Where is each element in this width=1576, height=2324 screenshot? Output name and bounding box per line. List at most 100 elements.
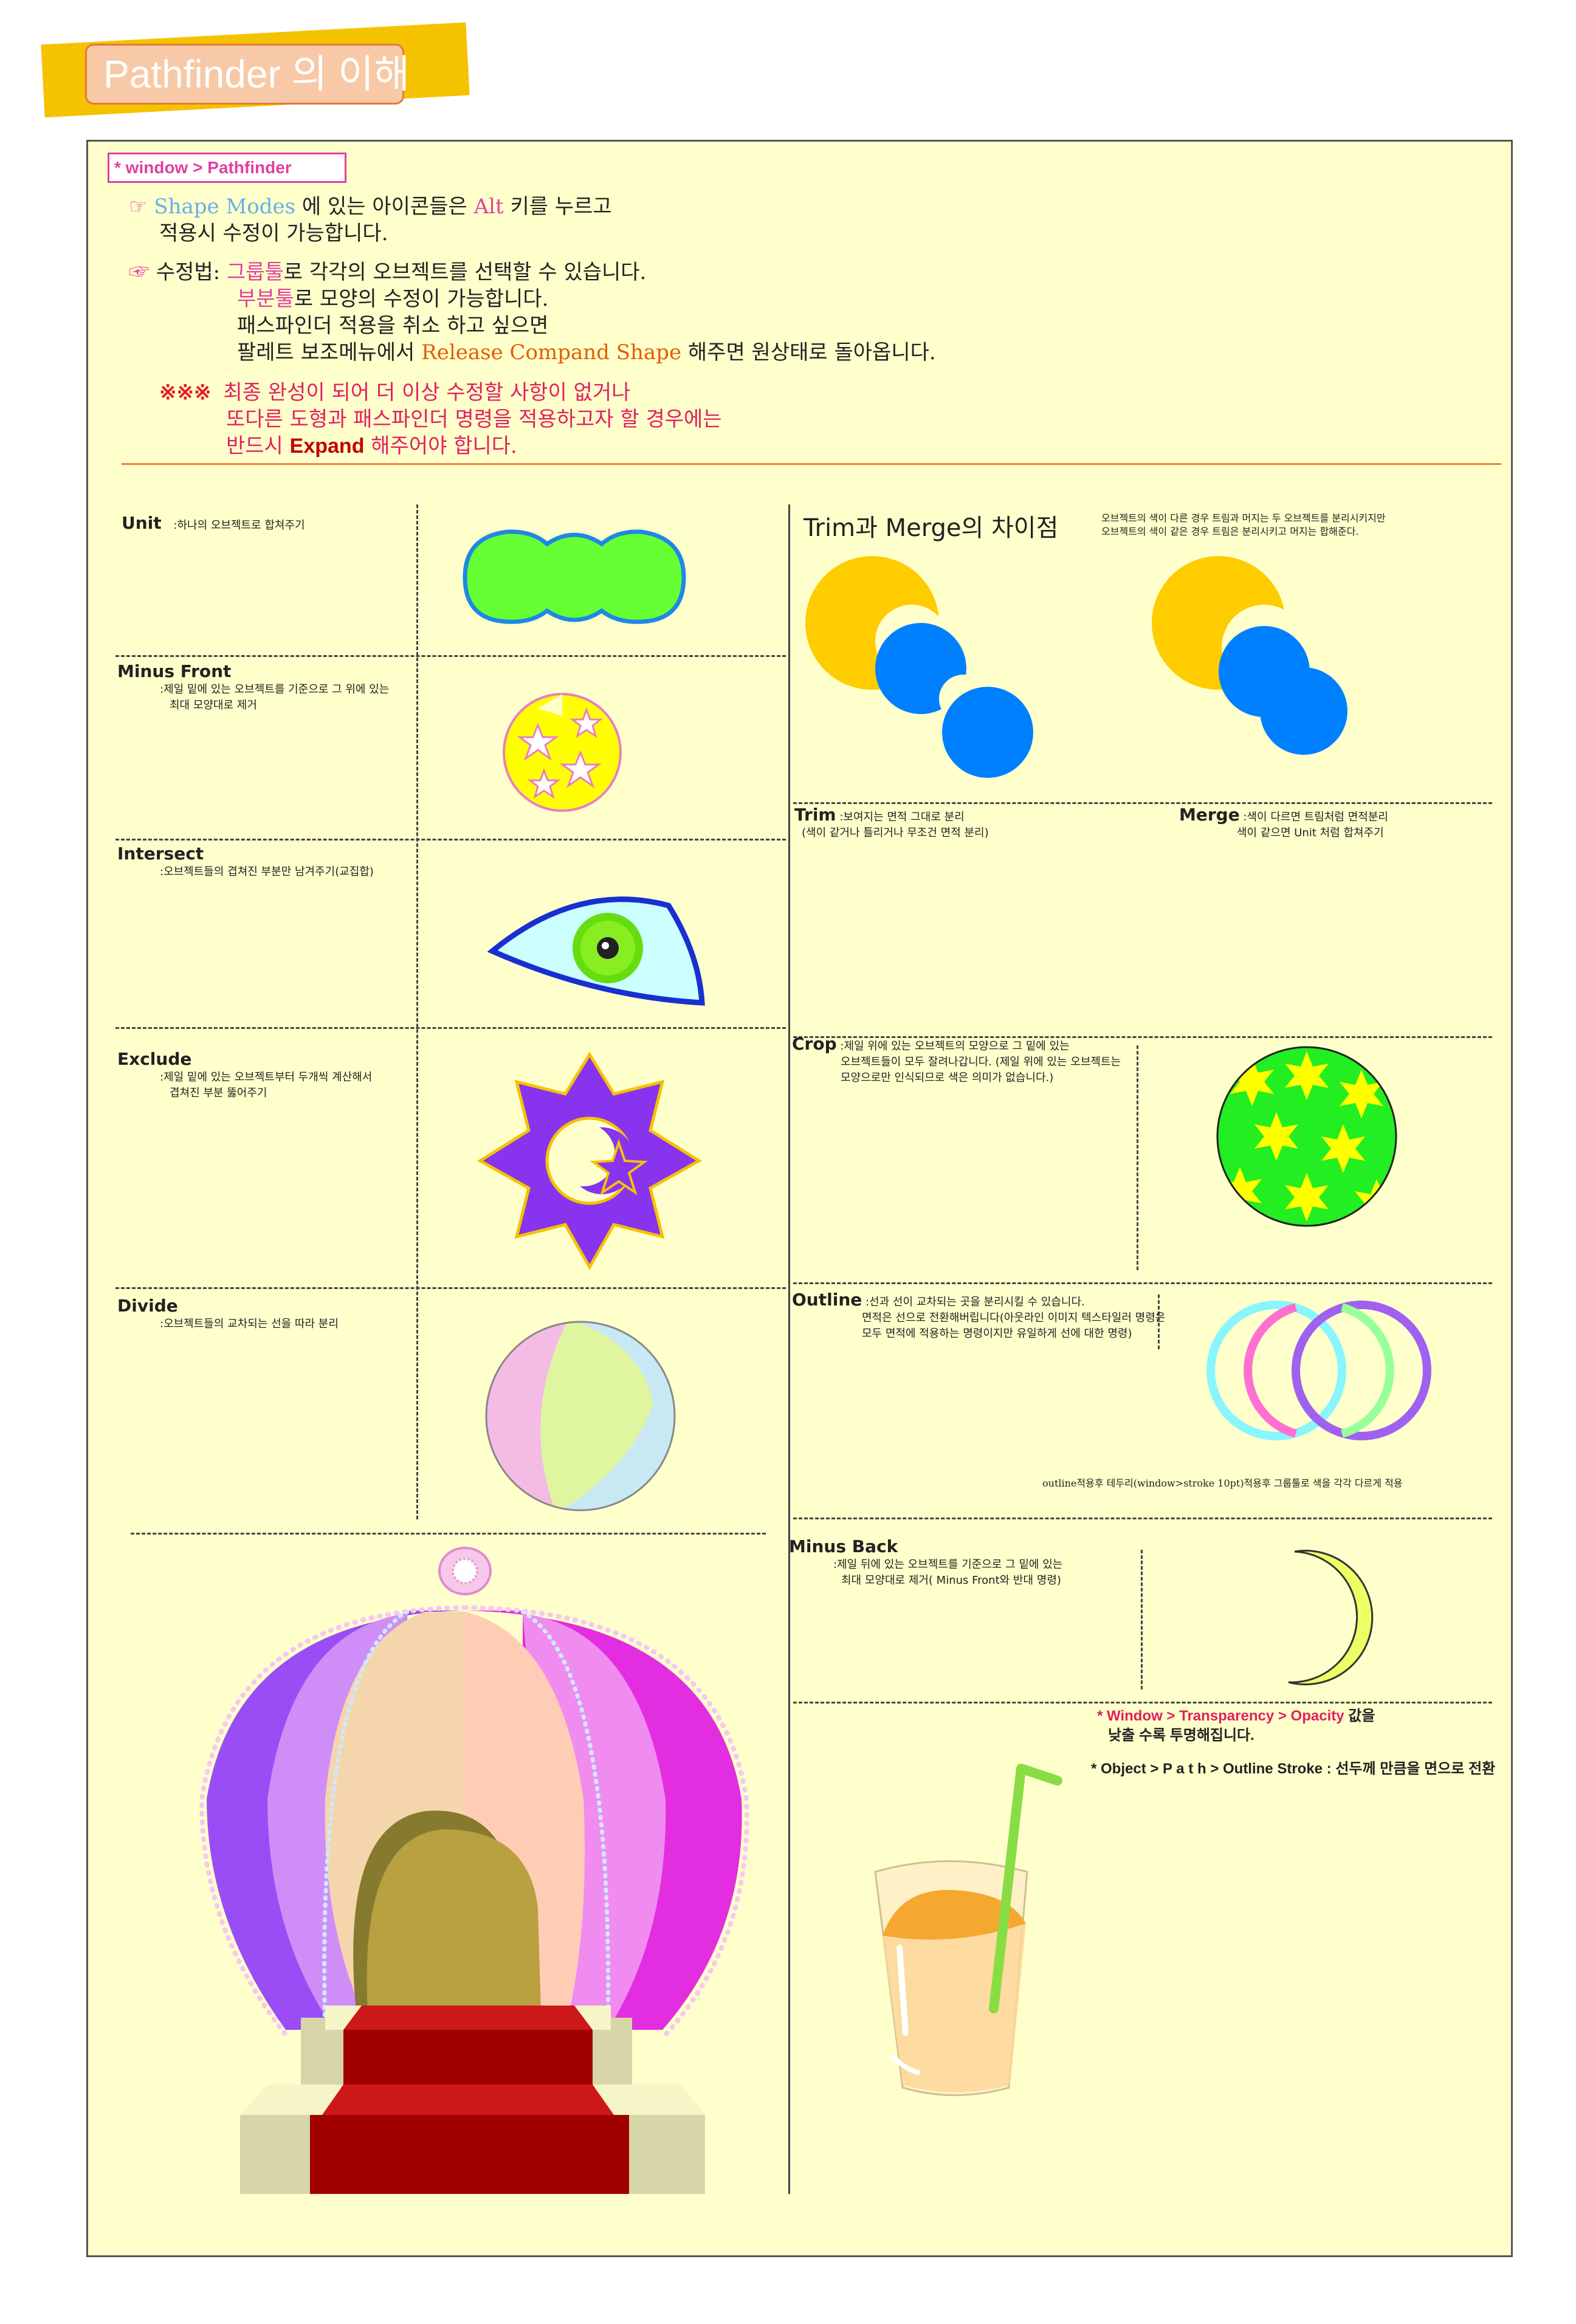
- star: [1321, 1124, 1365, 1173]
- item-desc: 오브젝트들이 모두 잘려나갑니다. (제일 위에 있는 오브젝트는: [841, 1056, 1121, 1068]
- item-name: Trim: [794, 805, 836, 825]
- note-shape-modes-line2: 적용시 수정이 가능합니다.: [159, 221, 388, 246]
- crop-vsep: [1137, 1045, 1138, 1270]
- minusback-vsep: [1141, 1550, 1143, 1690]
- carpet-bottom: [322, 2085, 614, 2115]
- left-sep-2: [115, 839, 786, 841]
- seam-dots: [520, 1609, 611, 2032]
- outline-vsep: [1158, 1294, 1160, 1349]
- star: [1285, 1173, 1329, 1222]
- dome-dots: [199, 1605, 749, 2037]
- right-sep-3: [793, 1282, 1492, 1284]
- note-line: 오브젝트의 색이 같은 경우 트림은 분리시키고 머지는 합해준다.: [1101, 526, 1359, 537]
- left-divider: [416, 504, 418, 1519]
- center-divider: [788, 504, 790, 2194]
- item-name: Minus Back: [789, 1536, 898, 1556]
- star: [559, 749, 602, 788]
- item-name: Unit: [122, 513, 162, 533]
- segment-green: [540, 1322, 653, 1510]
- item-desc: :오브젝트들의 겹쳐진 부분만 남겨주기(교집합): [160, 865, 374, 878]
- item-crop: Crop :제일 위에 있는 오브젝트의 모양으로 그 밑에 있는 오브젝트들이…: [792, 1036, 1121, 1086]
- juice-body: [883, 1923, 1026, 2092]
- ring-cyan: [1206, 1301, 1346, 1440]
- item-desc: 모양으로만 인식되므로 색은 의미가 없습니다.): [841, 1071, 1054, 1084]
- item-desc: 면적은 선으로 전환해버립니다(아웃라인 이미지 텍스타일러 명령은: [862, 1312, 1166, 1324]
- left-sep-1: [115, 655, 786, 657]
- trim-merge-heading: Trim과 Merge의 차이점: [803, 514, 1059, 542]
- bullet-icon: ☞: [129, 194, 148, 219]
- star: [517, 722, 559, 761]
- carpet-bottom-front: [310, 2115, 629, 2194]
- blue-circle: [942, 687, 1033, 778]
- item-desc: :제일 밑에 있는 오브젝트부터 두개씩 계산해서: [160, 1071, 373, 1084]
- kw-release: Release Compand Shape: [421, 340, 682, 365]
- juice-illustration: [874, 1764, 1062, 2096]
- ring-purple: [1292, 1301, 1431, 1440]
- right-sep-4: [793, 1518, 1492, 1519]
- highlight: [896, 1945, 909, 2036]
- kw-group-tool: 그룹툴: [226, 260, 284, 284]
- star: [1254, 1112, 1298, 1161]
- crop-illustration: [1216, 1046, 1397, 1227]
- item-desc: :하나의 오브젝트로 합쳐주기: [173, 519, 305, 532]
- star: [1230, 1057, 1274, 1106]
- item-desc: :선과 선이 교차되는 곳을 분리시킬 수 있습니다.: [865, 1296, 1085, 1308]
- blue-circle: [1260, 667, 1347, 755]
- exclude-illustration: [477, 1051, 702, 1271]
- header-divider: [122, 463, 1501, 465]
- seam-dots: [322, 1609, 410, 2032]
- item-desc: 모두 면적에 적용하는 명령이지만 유일하게 선에 대한 명령): [862, 1327, 1132, 1340]
- warning-line1: ※※※ 최종 완성이 되어 더 이상 수정할 사항이 없거나: [159, 379, 630, 406]
- unit-illustration: [463, 529, 686, 624]
- item-name: Outline: [792, 1290, 862, 1310]
- kw-transparency: * Window > Transparency > Opacity: [1097, 1708, 1344, 1724]
- text: 키를 누르고: [503, 194, 612, 219]
- bite: [538, 694, 562, 716]
- trim-illustration: [805, 556, 1033, 778]
- note-line: 오브젝트의 색이 다른 경우 트림과 머지는 두 오브젝트를 분리시키지만: [1101, 512, 1386, 524]
- text: 해주면 원상태로 돌아옵니다.: [681, 340, 936, 365]
- intersect-illustration: [487, 896, 705, 1006]
- left-sep-3: [115, 1027, 786, 1029]
- right-sep-5: [793, 1702, 1492, 1703]
- bullet-icon: ☞: [129, 260, 150, 284]
- right-sep-1: [793, 802, 1492, 804]
- warning-line2: 또다른 도형과 패스파인더 명령을 적용하고자 할 경우에는: [226, 407, 722, 431]
- right-sep-2: [793, 1036, 1492, 1038]
- text: 최종 완성이 되어 더 이상 수정할 사항이 없거나: [223, 380, 631, 405]
- top-knob-center: [452, 1558, 478, 1584]
- small-star: [590, 1138, 648, 1195]
- outline-illustration: [1206, 1301, 1431, 1440]
- item-name: Intersect: [117, 844, 204, 864]
- crescent: [1288, 1550, 1374, 1686]
- text: 에 있는 아이콘들은: [295, 194, 474, 219]
- note-edit-line2: 부분툴로 모양의 수정이 가능합니다.: [237, 286, 548, 312]
- item-desc: :제일 뒤에 있는 오브젝트를 기준으로 그 밑에 있는: [833, 1558, 1063, 1571]
- item-desc: :보여지는 면적 그대로 분리: [839, 811, 965, 823]
- item-outline: Outline :선과 선이 교차되는 곳을 분리시킬 수 있습니다. 면적은 …: [792, 1290, 1166, 1342]
- title-box: [85, 44, 404, 105]
- item-desc: (색이 같거나 틀리거나 무조건 면적 분리): [802, 827, 989, 839]
- text: 팔레트 보조메뉴에서: [237, 340, 422, 365]
- text: 로 각각의 오브젝트를 선택할 수 있습니다.: [283, 260, 647, 284]
- ball-outline: [485, 1321, 676, 1511]
- text: 값을: [1344, 1708, 1375, 1724]
- item-desc: :오브젝트들의 교차되는 선을 따라 분리: [160, 1318, 339, 1330]
- text: 해주어야 합니다.: [364, 434, 517, 458]
- kw-expand: Expand: [289, 435, 365, 458]
- star: [1285, 1051, 1329, 1100]
- merge-illustration: [1152, 556, 1347, 755]
- left-sep-4: [115, 1287, 786, 1289]
- note-edit-line3: 패스파인더 적용을 취소 하고 싶으면: [237, 314, 549, 338]
- item-exclude: Exclude :제일 밑에 있는 오브젝트부터 두개씩 계산해서 겹쳐진 부분…: [117, 1051, 372, 1101]
- minus-front-illustration: [503, 693, 622, 812]
- item-desc: 겹쳐진 부분 뚫어주기: [170, 1087, 267, 1099]
- item-name: Merge: [1179, 805, 1240, 825]
- warning-line3: 반드시 Expand 해주어야 합니다.: [226, 433, 517, 459]
- warning-marks: ※※※: [159, 380, 212, 405]
- menu-path-box: [108, 153, 346, 183]
- item-divide: Divide :오브젝트들의 교차되는 선을 따라 분리: [117, 1298, 339, 1332]
- item-intersect: Intersect :오브젝트들의 겹쳐진 부분만 남겨주기(교집합): [117, 844, 374, 880]
- item-desc: :색이 다르면 트림처럼 면적분리: [1243, 811, 1388, 823]
- item-trim: Trim :보여지는 면적 그대로 분리 (색이 같거나 틀리거나 무조건 면적…: [794, 805, 989, 841]
